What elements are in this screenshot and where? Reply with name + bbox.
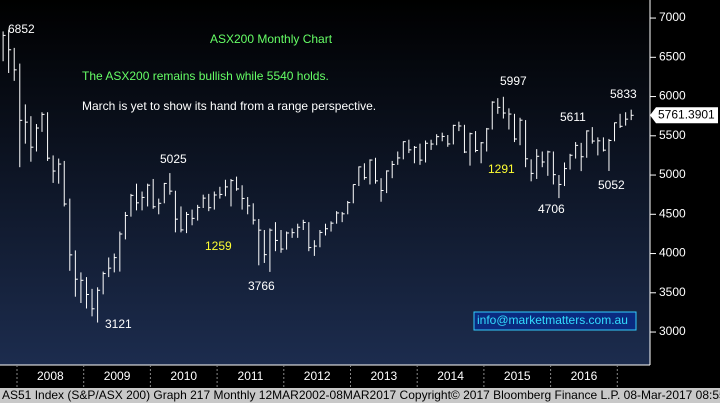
y-tick-label: 6500: [659, 49, 686, 63]
annotation: 4706: [538, 202, 565, 216]
last-price-marker: [650, 107, 718, 124]
chart-title: ASX200 Monthly Chart: [210, 32, 333, 46]
y-tick-label: 5500: [659, 128, 686, 142]
annotation: 6852: [8, 22, 35, 36]
contact-box: [473, 311, 637, 331]
note: March is yet to show its hand from a ran…: [82, 99, 376, 113]
subtitle: The ASX200 remains bullish while 5540 ho…: [82, 69, 329, 83]
y-tick-label: 4000: [659, 246, 686, 260]
annotation: 5611: [560, 110, 586, 124]
x-tick-label: 2010: [170, 369, 197, 383]
x-tick-label: 2012: [304, 369, 331, 383]
x-tick-label: 2011: [238, 369, 264, 383]
annotation: 5997: [500, 74, 527, 88]
plot-area: [0, 0, 650, 365]
contact: info@marketmatters.com.au: [477, 313, 628, 327]
y-tick-label: 7000: [659, 10, 686, 24]
x-tick-label: 2009: [104, 369, 131, 383]
y-tick-label: 5000: [659, 167, 686, 181]
y-tick-label: 6000: [659, 89, 686, 103]
y-tick-label: 4500: [659, 206, 686, 220]
annotation: 1259: [205, 239, 232, 253]
x-tick-label: 2013: [370, 369, 397, 383]
x-tick-label: 2016: [571, 369, 598, 383]
y-tick-label: 3000: [659, 324, 686, 338]
x-tick-label: 2014: [437, 369, 464, 383]
annotation: 1291: [488, 162, 515, 176]
annotation: 3766: [248, 279, 275, 293]
annotation: 5833: [610, 87, 637, 101]
footer-bar: [0, 388, 720, 403]
x-tick-label: 2008: [37, 369, 64, 383]
annotation: 5025: [160, 152, 187, 166]
x-tick-label: 2015: [504, 369, 531, 383]
y-tick-label: 3500: [659, 285, 686, 299]
annotation: 5052: [598, 178, 625, 192]
footer: AS51 Index (S&P/ASX 200) Graph 217 Month…: [2, 388, 720, 402]
annotation: 3121: [105, 317, 132, 331]
last-price-label: 5761.3901: [658, 107, 715, 121]
